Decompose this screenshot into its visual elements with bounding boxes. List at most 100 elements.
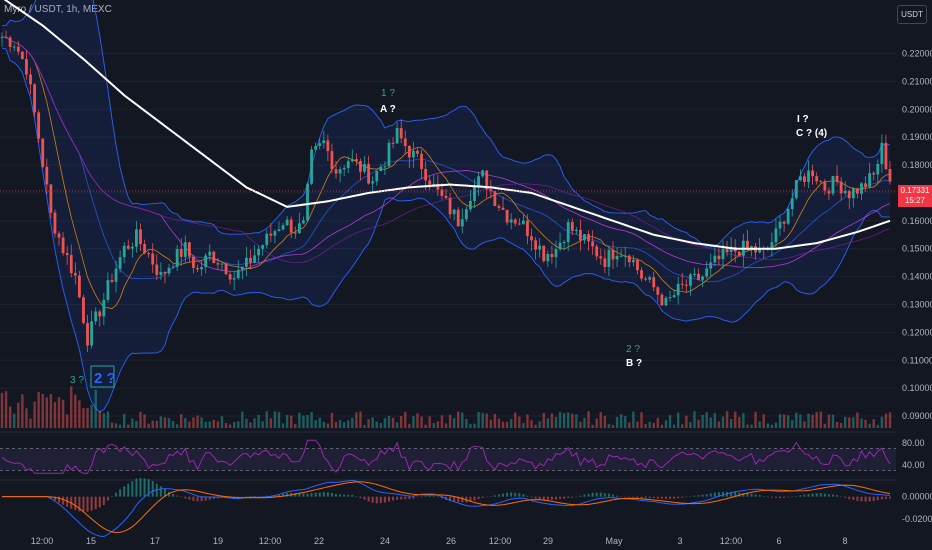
- volume-bar: [815, 412, 818, 428]
- macd-histogram-bar: [673, 496, 676, 499]
- volume-bar: [795, 412, 798, 428]
- candle-body: [416, 150, 419, 154]
- candle-body: [33, 84, 36, 113]
- candle-body: [664, 297, 668, 306]
- candle-body: [135, 229, 138, 247]
- time-axis[interactable]: 12:00 15 17 19 12:00 22 24 26 12:00 29 May 3 12:00 6 8: [31, 536, 848, 546]
- candle-body: [98, 311, 102, 317]
- candle-body: [151, 253, 155, 265]
- macd-histogram-bar: [856, 496, 859, 501]
- macd-histogram-bar: [453, 496, 456, 502]
- currency-button[interactable]: USDT: [897, 5, 927, 24]
- macd-histogram-bar: [844, 496, 847, 498]
- volume-bar: [4, 391, 8, 428]
- price-axis[interactable]: 0.220000.210000.200000.190000.180000.170…: [902, 48, 932, 523]
- candle-body: [171, 266, 175, 268]
- ma-line: [1, 36, 891, 264]
- candle-body: [689, 274, 692, 286]
- macd-histogram-bar: [681, 496, 684, 498]
- macd-histogram-bar: [147, 479, 150, 497]
- candle-body: [538, 245, 542, 250]
- candle-body: [302, 220, 305, 224]
- candle-body: [839, 181, 843, 194]
- macd-histogram-bar: [151, 481, 154, 497]
- volume-bar: [762, 414, 765, 428]
- macd-histogram-bar: [110, 496, 113, 497]
- volume-bar: [208, 421, 211, 428]
- candle-body: [713, 255, 717, 263]
- macd-histogram-bar: [799, 495, 802, 497]
- candle-body: [868, 173, 872, 187]
- wave-box: [90, 365, 115, 388]
- wave-label-a: A ?: [380, 104, 396, 115]
- volume-bar: [689, 422, 692, 428]
- volume-bar: [192, 417, 195, 428]
- bollinger-bands: [1, 0, 891, 413]
- time-axis-label: 8: [842, 536, 847, 546]
- macd-histogram-bar: [563, 496, 566, 499]
- macd-histogram-bar: [526, 495, 529, 497]
- candle-body: [644, 278, 647, 280]
- macd-histogram-bar: [518, 493, 521, 497]
- candle-body: [240, 266, 244, 270]
- candle-body: [289, 219, 293, 233]
- candle-body: [444, 195, 448, 198]
- volume-bar: [734, 411, 737, 428]
- candle-body: [652, 277, 656, 288]
- candle-body: [77, 275, 81, 298]
- volume-bar: [534, 424, 537, 428]
- price-axis-label: 0.00000: [902, 492, 932, 502]
- macd-histogram-bar: [392, 496, 395, 501]
- candle-body: [245, 257, 248, 267]
- macd-histogram-bar: [542, 496, 545, 500]
- candle-body: [232, 278, 236, 280]
- price-axis-label: 40.00: [902, 460, 925, 470]
- volume-bar: [786, 415, 790, 428]
- macd-histogram-bar: [449, 496, 452, 502]
- macd-histogram-bar: [58, 496, 61, 503]
- volume-bar: [619, 414, 623, 428]
- macd-histogram-bar: [119, 489, 122, 497]
- time-axis-label: 22: [314, 536, 324, 546]
- candle-body: [261, 245, 265, 249]
- candle-body: [49, 184, 53, 213]
- candle-body: [297, 223, 301, 234]
- candle-body: [212, 251, 216, 264]
- candle-body: [615, 255, 619, 260]
- volume-bar: [184, 418, 187, 428]
- macd-histogram-bar: [815, 493, 818, 497]
- macd-histogram-bar: [705, 494, 708, 497]
- macd-histogram-bar: [783, 496, 786, 498]
- volume-bar: [359, 411, 362, 428]
- volume-bar: [391, 417, 395, 428]
- volume-bar: [57, 397, 61, 428]
- volume-bar: [835, 421, 839, 428]
- last-price-tag: 0.17331 15:27: [898, 185, 932, 207]
- volume-bar: [17, 402, 20, 428]
- candle-body: [412, 150, 415, 158]
- price-axis-label: 0.22000: [902, 48, 932, 58]
- volume-bar: [123, 413, 126, 428]
- candle-body: [501, 207, 505, 210]
- volume-bar: [799, 414, 802, 428]
- price-axis-label: 0.21000: [902, 76, 932, 86]
- candle-body: [835, 175, 839, 182]
- macd-histogram-bar: [669, 496, 672, 499]
- candle-body: [359, 161, 362, 172]
- volume-bar: [709, 417, 712, 428]
- candle-body: [371, 181, 375, 184]
- candle-body: [530, 236, 533, 241]
- macd-histogram-bar: [721, 491, 724, 497]
- macd-histogram-bar: [481, 496, 484, 498]
- macd-histogram-bar: [489, 496, 492, 497]
- volume-bar: [880, 416, 884, 428]
- volume-bar: [489, 419, 493, 428]
- volume-bar: [473, 423, 476, 428]
- volume-bar: [155, 420, 158, 428]
- candle-body: [175, 249, 179, 267]
- volume-bar: [78, 400, 81, 428]
- macd-histogram-bar: [709, 493, 712, 497]
- macd-histogram-bar: [620, 496, 623, 497]
- candle-body: [599, 256, 603, 259]
